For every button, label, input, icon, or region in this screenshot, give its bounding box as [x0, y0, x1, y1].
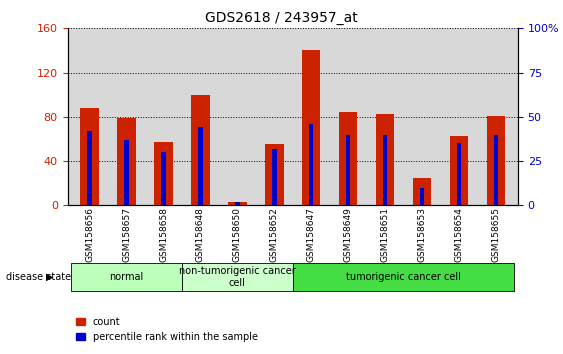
Bar: [339, 113, 358, 205]
Bar: [228, 202, 247, 205]
FancyBboxPatch shape: [182, 263, 293, 291]
Bar: [494, 135, 498, 205]
FancyBboxPatch shape: [72, 263, 182, 291]
Bar: [383, 135, 387, 205]
Bar: [346, 135, 350, 205]
Bar: [376, 114, 394, 205]
Bar: [457, 143, 461, 205]
Bar: [81, 108, 99, 205]
Bar: [413, 178, 431, 205]
Text: tumorigenic cancer cell: tumorigenic cancer cell: [346, 272, 461, 282]
Bar: [302, 51, 320, 205]
Bar: [309, 124, 314, 205]
Text: ▶: ▶: [46, 272, 53, 282]
Text: non-tumorigenic cancer
cell: non-tumorigenic cancer cell: [179, 266, 296, 288]
Bar: [420, 188, 424, 205]
Bar: [162, 152, 166, 205]
Bar: [198, 127, 203, 205]
Bar: [235, 202, 240, 205]
Text: disease state: disease state: [6, 272, 71, 282]
Bar: [87, 131, 92, 205]
Bar: [191, 95, 209, 205]
Text: normal: normal: [110, 272, 144, 282]
Bar: [272, 149, 276, 205]
Bar: [154, 142, 173, 205]
Bar: [124, 140, 129, 205]
Bar: [265, 144, 284, 205]
FancyBboxPatch shape: [293, 263, 514, 291]
Legend: count, percentile rank within the sample: count, percentile rank within the sample: [73, 313, 262, 346]
Bar: [118, 118, 136, 205]
Bar: [486, 116, 505, 205]
Bar: [450, 136, 468, 205]
Text: GDS2618 / 243957_at: GDS2618 / 243957_at: [205, 11, 358, 25]
